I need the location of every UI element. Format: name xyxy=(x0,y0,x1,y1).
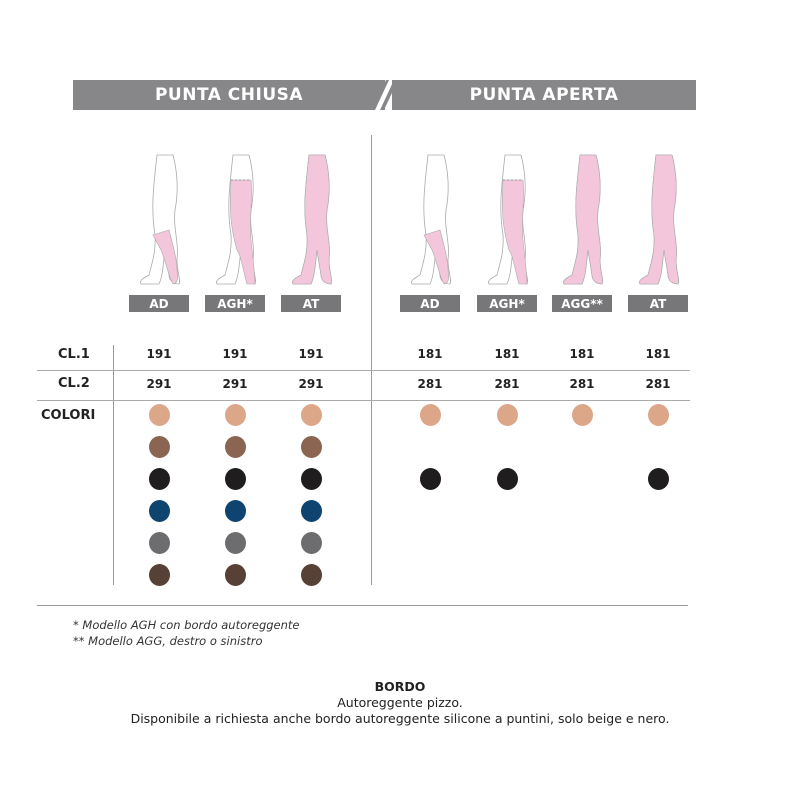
color-swatch xyxy=(225,500,246,522)
group-divider xyxy=(371,135,372,585)
bordo-line-2: Disponibile a richiesta anche bordo auto… xyxy=(130,711,670,726)
code-cl2: 281 xyxy=(645,377,671,391)
color-swatch xyxy=(420,468,441,490)
code-cl1: 181 xyxy=(569,347,595,361)
code-cl2: 281 xyxy=(569,377,595,391)
model-label-open: AD xyxy=(400,295,460,312)
header-closed-toe-label: PUNTA CHIUSA xyxy=(154,85,304,105)
code-cl1: 181 xyxy=(494,347,520,361)
header-divider-slash xyxy=(372,80,398,110)
code-cl1: 181 xyxy=(645,347,671,361)
code-cl1: 191 xyxy=(298,347,324,361)
row-label-colori: COLORI xyxy=(41,408,96,423)
bottom-divider xyxy=(37,605,688,606)
leg-illustration-thigh-icon xyxy=(205,150,265,290)
model-label-closed: AT xyxy=(281,295,341,312)
code-cl1: 191 xyxy=(146,347,172,361)
code-cl2: 281 xyxy=(494,377,520,391)
code-cl1: 181 xyxy=(417,347,443,361)
code-cl2: 291 xyxy=(146,377,172,391)
model-label-closed: AD xyxy=(129,295,189,312)
row-label-cl1: CL.1 xyxy=(58,347,90,362)
leg-illustration-single-icon xyxy=(552,150,612,290)
model-label-closed: AGH* xyxy=(205,295,265,312)
row-header-divider xyxy=(113,345,114,585)
color-swatch xyxy=(149,468,170,490)
bordo-title: BORDO xyxy=(374,679,426,694)
row-divider-2 xyxy=(37,400,690,401)
color-swatch xyxy=(301,532,322,554)
color-swatch xyxy=(149,404,170,426)
leg-illustration-knee-icon xyxy=(400,150,460,290)
footnote-agh: * Modello AGH con bordo autoreggente xyxy=(73,618,300,632)
color-swatch xyxy=(301,564,322,586)
color-swatch xyxy=(225,564,246,586)
bordo-line-1: Autoreggente pizzo. xyxy=(337,695,463,710)
code-cl2: 291 xyxy=(222,377,248,391)
footnote-agg: ** Modello AGG, destro o sinistro xyxy=(73,634,263,648)
color-swatch xyxy=(149,500,170,522)
code-cl1: 191 xyxy=(222,347,248,361)
color-swatch xyxy=(497,404,518,426)
leg-illustration-tights-icon xyxy=(281,150,341,290)
color-swatch xyxy=(301,500,322,522)
color-swatch xyxy=(648,404,669,426)
color-swatch xyxy=(225,404,246,426)
header-closed-toe: PUNTA CHIUSA xyxy=(73,80,385,110)
color-swatch xyxy=(497,468,518,490)
leg-illustration-knee-icon xyxy=(129,150,189,290)
row-divider-1 xyxy=(37,370,690,371)
color-swatch xyxy=(149,564,170,586)
model-label-open: AGG** xyxy=(552,295,612,312)
model-label-open: AT xyxy=(628,295,688,312)
color-swatch xyxy=(648,468,669,490)
row-label-cl2: CL.2 xyxy=(58,376,90,391)
color-swatch xyxy=(301,436,322,458)
color-swatch xyxy=(225,532,246,554)
color-swatch xyxy=(420,404,441,426)
color-swatch xyxy=(149,532,170,554)
code-cl2: 281 xyxy=(417,377,443,391)
leg-illustration-thigh-icon xyxy=(477,150,537,290)
color-swatch xyxy=(225,468,246,490)
color-swatch xyxy=(149,436,170,458)
color-swatch xyxy=(572,404,593,426)
code-cl2: 291 xyxy=(298,377,324,391)
leg-illustration-tights-icon xyxy=(628,150,688,290)
color-swatch xyxy=(301,468,322,490)
header-open-toe: PUNTA APERTA xyxy=(392,80,696,110)
color-swatch xyxy=(225,436,246,458)
model-label-open: AGH* xyxy=(477,295,537,312)
header-open-toe-label: PUNTA APERTA xyxy=(469,85,619,105)
color-swatch xyxy=(301,404,322,426)
